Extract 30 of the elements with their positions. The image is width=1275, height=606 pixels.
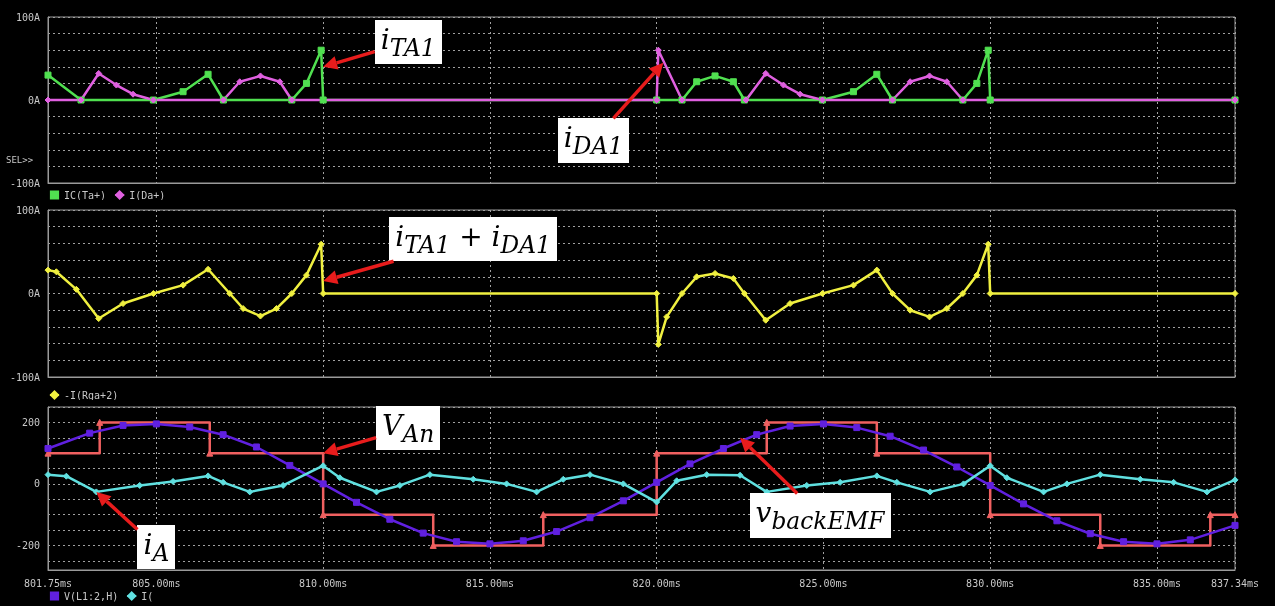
x-tick-label: 835.00ms — [1132, 577, 1182, 589]
y-tick-label: 0 — [33, 478, 40, 490]
x-tick-label: 820.00ms — [632, 577, 681, 589]
y-tick-label: -200 — [15, 539, 40, 551]
x-tick-label: 830.00ms — [966, 577, 1015, 589]
x-tick-label: 801.75ms — [23, 577, 73, 589]
x-tick-label: 837.34ms — [1210, 577, 1260, 589]
y-tick-label: -100A — [9, 177, 40, 189]
annotation: i$_{A}$ — [137, 524, 176, 570]
annotation: i$_{TA1}$ + i$_{DA1}$ — [389, 216, 557, 262]
x-tick-label: 825.00ms — [799, 577, 848, 589]
x-tick-label: 805.00ms — [132, 577, 181, 589]
annotation: i$_{DA1}$ — [557, 118, 630, 163]
annotation: v$_{backEMF}$ — [749, 493, 891, 539]
annotation: i$_{TA1}$ — [374, 19, 442, 65]
y-tick-label: -100A — [9, 371, 40, 383]
x-tick-label: 815.00ms — [465, 577, 514, 589]
legend-label: V(L1:2,H) — [64, 590, 119, 602]
legend-label: I( — [141, 590, 154, 602]
legend-label: -I(Rga+2) — [64, 389, 119, 401]
y-tick-label: 100A — [15, 204, 40, 216]
annotation: V$_{An}$ — [376, 405, 441, 451]
y-tick-label: 100A — [15, 11, 40, 23]
text: SEL>> — [6, 155, 34, 165]
x-tick-label: 810.00ms — [299, 577, 348, 589]
y-tick-label: 0A — [27, 94, 40, 106]
y-tick-label: 200 — [21, 416, 40, 428]
legend-label: I(Da+) — [129, 189, 166, 201]
y-tick-label: 0A — [27, 288, 40, 299]
legend-label: IC(Ta+) — [64, 189, 107, 201]
